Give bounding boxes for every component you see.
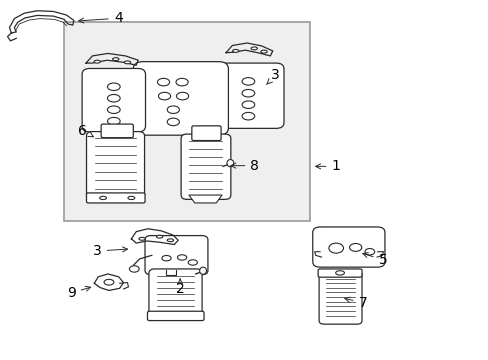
FancyBboxPatch shape: [64, 22, 310, 221]
Text: 7: 7: [344, 296, 366, 310]
Ellipse shape: [226, 159, 233, 167]
FancyBboxPatch shape: [312, 227, 384, 267]
Polygon shape: [188, 195, 222, 203]
Text: 5: 5: [362, 253, 386, 267]
Ellipse shape: [139, 237, 145, 240]
Ellipse shape: [176, 92, 188, 100]
FancyBboxPatch shape: [101, 124, 133, 138]
Ellipse shape: [104, 279, 114, 285]
Ellipse shape: [107, 106, 120, 113]
FancyBboxPatch shape: [149, 269, 202, 318]
Ellipse shape: [128, 196, 135, 199]
Ellipse shape: [167, 106, 179, 113]
Ellipse shape: [364, 248, 374, 255]
Ellipse shape: [177, 255, 186, 260]
Ellipse shape: [158, 92, 170, 100]
Text: 6: 6: [78, 123, 93, 138]
Text: 2: 2: [175, 279, 184, 296]
Ellipse shape: [167, 239, 173, 242]
Ellipse shape: [112, 58, 119, 60]
Text: 9: 9: [67, 286, 90, 300]
Ellipse shape: [199, 267, 206, 274]
Text: 4: 4: [79, 11, 122, 25]
FancyBboxPatch shape: [82, 68, 145, 132]
FancyBboxPatch shape: [212, 63, 284, 129]
Text: 3: 3: [93, 244, 127, 258]
Text: 1: 1: [315, 159, 340, 174]
Ellipse shape: [100, 196, 106, 199]
Ellipse shape: [349, 243, 361, 251]
Ellipse shape: [129, 266, 139, 272]
Ellipse shape: [335, 271, 344, 275]
Ellipse shape: [107, 117, 120, 125]
Ellipse shape: [176, 78, 188, 86]
FancyBboxPatch shape: [181, 134, 230, 199]
Ellipse shape: [107, 94, 120, 102]
Ellipse shape: [94, 60, 100, 63]
FancyBboxPatch shape: [147, 311, 203, 320]
FancyBboxPatch shape: [145, 235, 207, 275]
Ellipse shape: [260, 50, 266, 53]
Ellipse shape: [188, 260, 197, 265]
FancyBboxPatch shape: [86, 193, 145, 203]
Ellipse shape: [162, 256, 171, 261]
Text: 3: 3: [266, 68, 280, 85]
Text: 8: 8: [230, 159, 259, 173]
Ellipse shape: [157, 78, 169, 86]
Ellipse shape: [242, 101, 254, 108]
Ellipse shape: [156, 235, 163, 238]
FancyBboxPatch shape: [318, 269, 361, 277]
Ellipse shape: [124, 61, 130, 64]
Ellipse shape: [242, 89, 254, 97]
Ellipse shape: [107, 83, 120, 90]
Ellipse shape: [232, 49, 239, 52]
FancyBboxPatch shape: [86, 132, 144, 199]
Ellipse shape: [242, 78, 254, 85]
FancyBboxPatch shape: [319, 271, 361, 324]
FancyBboxPatch shape: [191, 126, 221, 140]
Ellipse shape: [328, 243, 343, 253]
Ellipse shape: [167, 118, 179, 126]
Ellipse shape: [250, 47, 257, 50]
FancyBboxPatch shape: [133, 62, 228, 135]
Ellipse shape: [242, 112, 254, 120]
